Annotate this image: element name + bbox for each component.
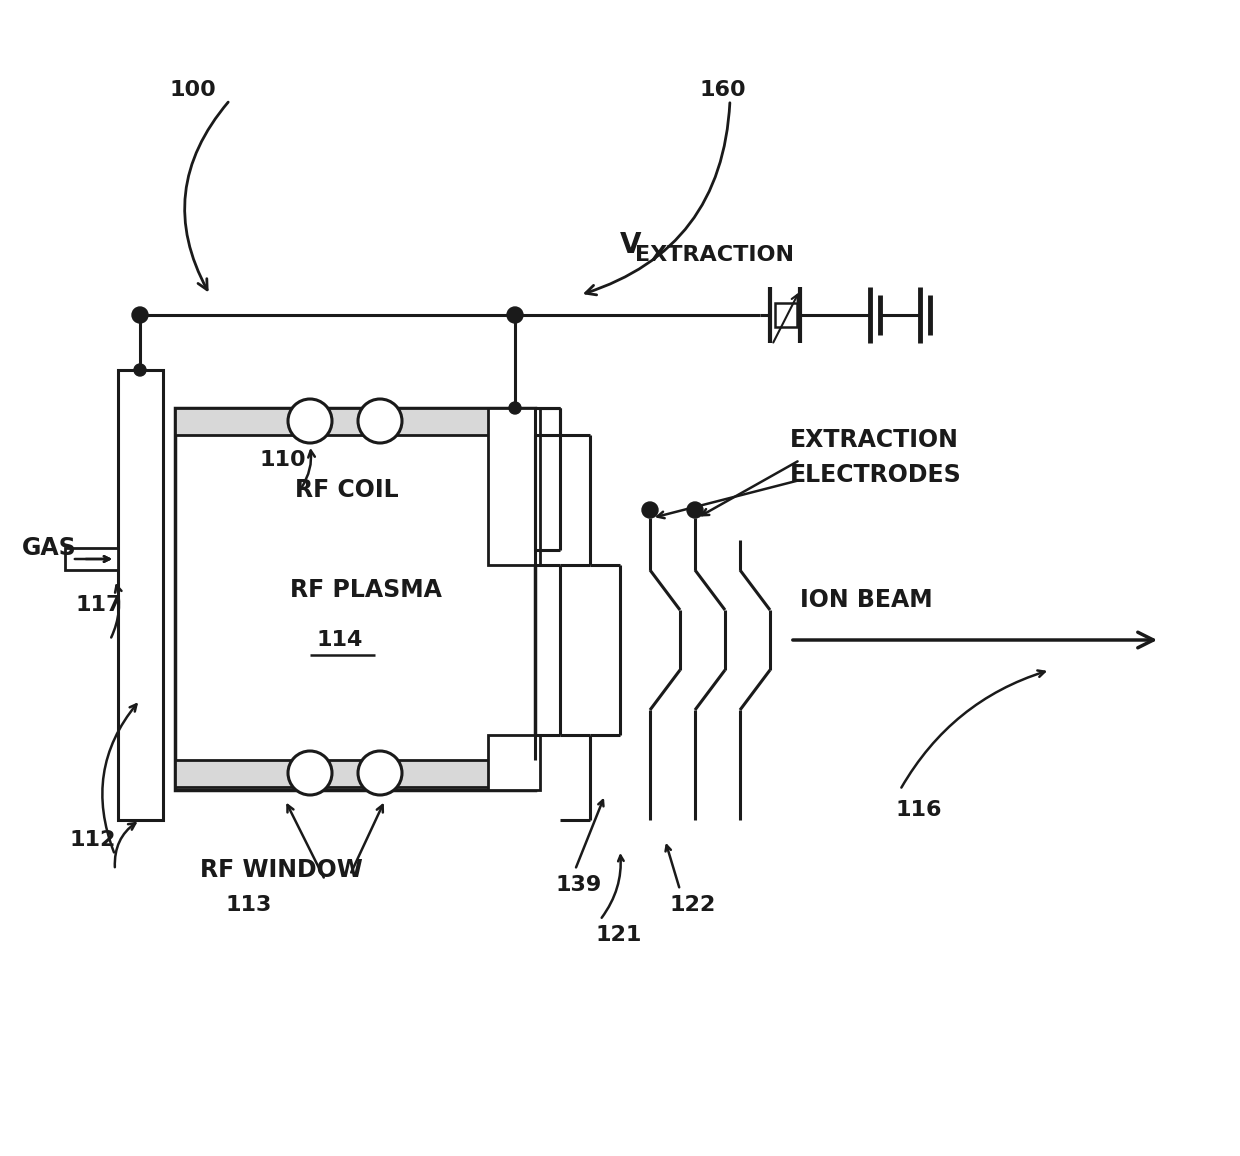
Text: 114: 114: [316, 630, 363, 650]
Text: 110: 110: [260, 450, 306, 470]
Text: 113: 113: [224, 895, 272, 916]
Text: 116: 116: [895, 800, 941, 820]
Bar: [489, 408, 539, 565]
Text: V: V: [620, 231, 641, 259]
Circle shape: [642, 502, 658, 518]
Circle shape: [687, 502, 703, 518]
Text: 122: 122: [670, 895, 717, 916]
Bar: [118, 370, 162, 820]
Text: RF WINDOW: RF WINDOW: [200, 858, 363, 882]
Text: 139: 139: [556, 875, 601, 895]
Text: 121: 121: [595, 925, 641, 944]
Text: ELECTRODES: ELECTRODES: [790, 464, 962, 487]
Text: RF PLASMA: RF PLASMA: [290, 578, 441, 602]
Text: ION BEAM: ION BEAM: [800, 588, 932, 612]
Circle shape: [288, 751, 332, 795]
Text: RF COIL: RF COIL: [295, 477, 398, 502]
Circle shape: [131, 307, 148, 323]
Text: 160: 160: [701, 80, 746, 101]
Circle shape: [134, 364, 146, 376]
Bar: [175, 408, 534, 790]
Circle shape: [358, 399, 402, 443]
Circle shape: [508, 402, 521, 414]
Text: EXTRACTION: EXTRACTION: [790, 428, 959, 452]
Bar: [64, 548, 118, 570]
Bar: [175, 759, 534, 787]
Bar: [775, 303, 797, 327]
Bar: [489, 735, 539, 790]
Text: EXTRACTION: EXTRACTION: [635, 245, 794, 265]
Text: GAS: GAS: [22, 536, 77, 560]
Bar: [175, 408, 534, 435]
Circle shape: [358, 751, 402, 795]
Circle shape: [507, 307, 523, 323]
Circle shape: [288, 399, 332, 443]
Text: 112: 112: [69, 830, 117, 850]
Text: 100: 100: [170, 80, 217, 101]
Text: 117: 117: [74, 595, 122, 615]
